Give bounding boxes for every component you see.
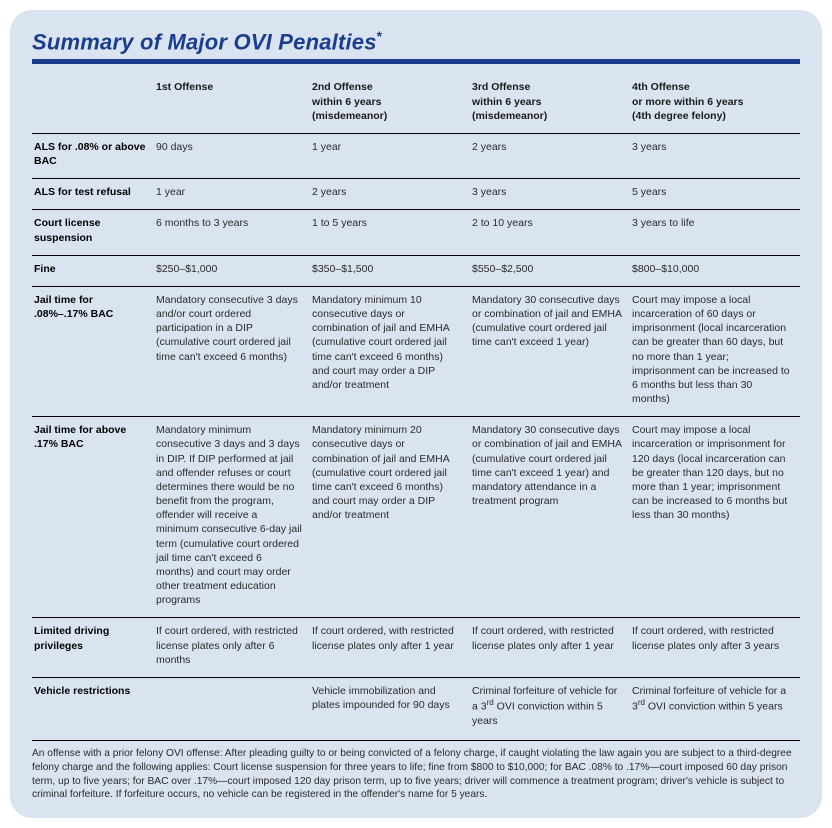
col-3rd-l2: within 6 years (472, 96, 541, 108)
penalties-table: 1st Offense 2nd Offense within 6 years (… (32, 76, 800, 738)
row-jail-above-17: Jail time for above .17% BAC Mandatory m… (32, 417, 800, 618)
row-jail-08-17: Jail time for .08%–.17% BAC Mandatory co… (32, 286, 800, 416)
row-label: Court license suspension (32, 210, 154, 255)
cell: 90 days (154, 133, 310, 178)
row-label: Limited driving privileges (32, 618, 154, 678)
row-als-08: ALS for .08% or above BAC 90 days 1 year… (32, 133, 800, 178)
row-court-suspension: Court license suspension 6 months to 3 y… (32, 210, 800, 255)
cell: 3 years (470, 179, 630, 210)
cell: $800–$10,000 (630, 255, 800, 286)
col-2nd-l3: (misdemeanor) (312, 110, 387, 122)
row-limited-driving: Limited driving privileges If court orde… (32, 618, 800, 678)
cell: Criminal forfeiture of vehicle for a 3rd… (630, 678, 800, 739)
col-3rd: 3rd Offense within 6 years (misdemeanor) (470, 76, 630, 133)
title-asterisk: * (377, 28, 383, 44)
cell: 3 years (630, 133, 800, 178)
col-2nd: 2nd Offense within 6 years (misdemeanor) (310, 76, 470, 133)
cell: Mandatory consecutive 3 days and/or cour… (154, 286, 310, 416)
ordinal-rd: rd (487, 698, 494, 707)
cell: Vehicle immobilization and plates impoun… (310, 678, 470, 739)
page-title: Summary of Major OVI Penalties* (32, 28, 800, 55)
cell (154, 678, 310, 739)
row-fine: Fine $250–$1,000 $350–$1,500 $550–$2,500… (32, 255, 800, 286)
title-underline: Summary of Major OVI Penalties* (32, 28, 800, 64)
cell: $550–$2,500 (470, 255, 630, 286)
cell: If court ordered, with restricted licens… (630, 618, 800, 678)
cell: $250–$1,000 (154, 255, 310, 286)
ordinal-rd: rd (638, 698, 645, 707)
cell: Mandatory minimum consecutive 3 days and… (154, 417, 310, 618)
row-label: Jail time for above .17% BAC (32, 417, 154, 618)
cell: Court may impose a local incarceration o… (630, 286, 800, 416)
row-label: Fine (32, 255, 154, 286)
row-label: ALS for test refusal (32, 179, 154, 210)
col-2nd-l1: 2nd Offense (312, 81, 373, 93)
cell: 2 years (470, 133, 630, 178)
col-2nd-l2: within 6 years (312, 96, 381, 108)
cell: 2 to 10 years (470, 210, 630, 255)
penalties-card: Summary of Major OVI Penalties* 1st Offe… (10, 10, 822, 818)
cell: $350–$1,500 (310, 255, 470, 286)
cell: If court ordered, with restricted licens… (154, 618, 310, 678)
title-text: Summary of Major OVI Penalties (32, 29, 377, 54)
cell: Court may impose a local incarceration o… (630, 417, 800, 618)
footnote: An offense with a prior felony OVI offen… (32, 740, 800, 802)
cell: 5 years (630, 179, 800, 210)
cell: Mandatory 30 consecutive days or combina… (470, 417, 630, 618)
cell: Mandatory 30 consecutive days or combina… (470, 286, 630, 416)
col-4th: 4th Offense or more within 6 years (4th … (630, 76, 800, 133)
cell: Criminal forfeiture of vehicle for a 3rd… (470, 678, 630, 739)
col-3rd-l1: 3rd Offense (472, 81, 530, 93)
header-row: 1st Offense 2nd Offense within 6 years (… (32, 76, 800, 133)
col-4th-l1: 4th Offense (632, 81, 690, 93)
row-label: Jail time for .08%–.17% BAC (32, 286, 154, 416)
cell: If court ordered, with restricted licens… (470, 618, 630, 678)
col-4th-l2: or more within 6 years (632, 96, 743, 108)
col-3rd-l3: (misdemeanor) (472, 110, 547, 122)
col-1st: 1st Offense (154, 76, 310, 133)
cell: Mandatory minimum 20 consecutive days or… (310, 417, 470, 618)
cell: 1 year (154, 179, 310, 210)
cell: 1 year (310, 133, 470, 178)
cell: If court ordered, with restricted licens… (310, 618, 470, 678)
cell-part: OVI conviction within 5 years (645, 701, 783, 713)
cell: 6 months to 3 years (154, 210, 310, 255)
row-vehicle-restrictions: Vehicle restrictions Vehicle immobilizat… (32, 678, 800, 739)
row-als-refusal: ALS for test refusal 1 year 2 years 3 ye… (32, 179, 800, 210)
row-label: ALS for .08% or above BAC (32, 133, 154, 178)
cell: 3 years to life (630, 210, 800, 255)
cell: 2 years (310, 179, 470, 210)
col-blank (32, 76, 154, 133)
col-4th-l3: (4th degree felony) (632, 110, 726, 122)
cell: 1 to 5 years (310, 210, 470, 255)
row-label: Vehicle restrictions (32, 678, 154, 739)
cell: Mandatory minimum 10 consecutive days or… (310, 286, 470, 416)
